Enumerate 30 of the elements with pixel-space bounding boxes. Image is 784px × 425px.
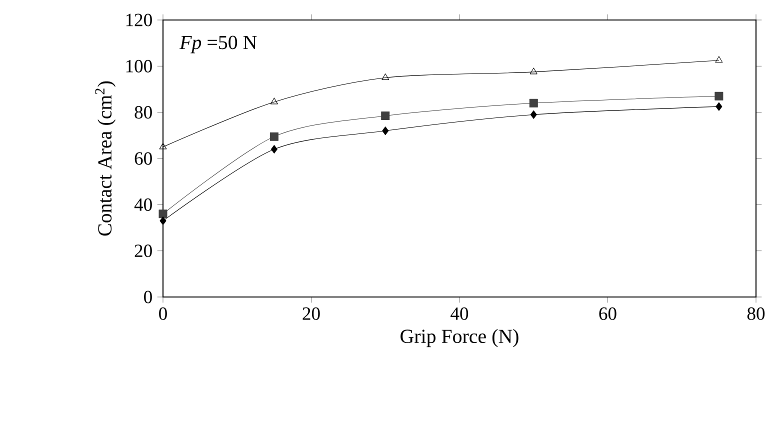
point [529,98,538,108]
point [530,68,538,74]
point [530,110,537,119]
y-tick-label: 20 [134,244,152,258]
point [382,73,390,80]
y-tick-label: 120 [126,14,152,26]
x-tick-label: 40 [450,307,468,320]
y-tick-label: 40 [134,198,152,211]
point [716,102,722,111]
x-axis-title: Grip Force (N) [400,329,518,348]
point [270,145,278,154]
point [270,98,278,104]
x-tick-label: 20 [302,307,320,320]
point [382,126,389,136]
annotation: Fp =50 N [179,36,257,54]
y-tick-label: 0 [144,290,152,304]
point [159,142,167,150]
point [381,112,390,120]
point [270,132,278,141]
y-tick-label: 100 [126,60,152,72]
point [715,56,723,63]
point [158,210,168,218]
x-tick-label: 0 [159,307,167,320]
x-tick-label: 60 [599,307,616,320]
y-tick-label: 60 [134,152,152,165]
y-axis-title: Contact Area (cm$^{2}$) [95,81,116,236]
x-tick-label: 80 [747,307,765,320]
point [160,216,166,226]
y-tick-label: 80 [134,106,152,119]
point [714,92,724,100]
